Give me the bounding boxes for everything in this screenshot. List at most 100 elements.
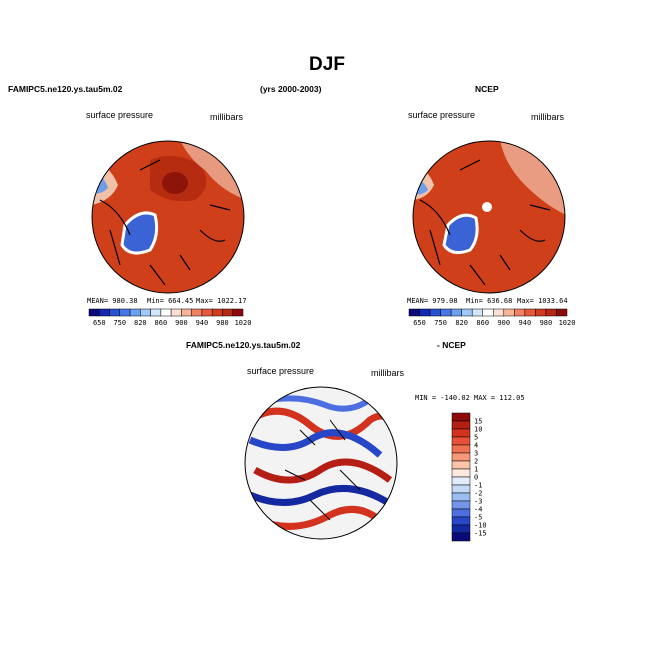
diff-colorbar-tick-label: -3 — [474, 498, 482, 506]
obs-pole-gap — [482, 202, 492, 212]
model-units-label: millibars — [210, 112, 244, 122]
obs-coastlines — [419, 159, 551, 286]
diff-colorbar-swatch — [451, 468, 471, 478]
model-colorbar-swatch — [211, 308, 223, 317]
obs-colorbar-swatch — [482, 308, 494, 317]
model-colorbar-swatch — [99, 308, 110, 317]
obs-colorbar-swatch — [450, 308, 462, 317]
obs-colorbar-tick-label: 900 — [497, 319, 510, 327]
model-variable-label: surface pressure — [86, 110, 154, 120]
diff-red-band-2 — [253, 458, 393, 484]
obs-variable-label: surface pressure — [408, 110, 476, 120]
diff-colorbar-swatch — [451, 444, 471, 454]
obs-max-stat: Max= 1033.64 — [517, 297, 568, 305]
obs-colorbar-swatch — [419, 308, 431, 317]
model-colorbar-tick-label: 940 — [196, 319, 209, 327]
diff-colorbar-swatch — [451, 484, 471, 494]
obs-label: NCEP — [475, 84, 499, 94]
diff-colorbar-tick-label: 10 — [474, 426, 482, 434]
model-colorbar-tick-label: 860 — [155, 319, 168, 327]
model-colorbar-swatch — [201, 308, 213, 317]
diff-colorbar-tick-label: -5 — [474, 514, 482, 522]
obs-map — [412, 140, 566, 294]
model-colorbar-swatch — [160, 308, 172, 317]
model-colorbar-swatch — [181, 308, 192, 317]
obs-colorbar-tick-label: 750 — [434, 319, 447, 327]
obs-colorbar-tick-label: 820 — [455, 319, 468, 327]
model-colorbar: 650 750 820 860 900 940 980 1020 — [88, 308, 252, 327]
obs-colorbar-swatch — [503, 308, 515, 317]
diff-colorbar-tick-label: -4 — [474, 506, 482, 514]
model-coastlines — [99, 159, 231, 286]
obs-greenland-edge — [442, 213, 479, 255]
obs-colorbar-swatch — [429, 308, 441, 317]
diff-red-band-3 — [256, 505, 388, 530]
obs-colorbar-swatch — [461, 308, 473, 317]
obs-colorbar-swatch — [524, 308, 536, 317]
obs-greenland-low — [444, 215, 478, 253]
diff-colorbar-swatch — [451, 460, 471, 470]
diff-colorbar-tick-label: 2 — [474, 458, 478, 466]
model-colorbar-swatch — [140, 308, 151, 317]
obs-colorbar-swatch — [535, 308, 547, 317]
model-min-stat: Min= 664.45 — [147, 297, 194, 305]
model-colorbar-tick-label: 820 — [134, 319, 147, 327]
diff-colorbar-tick-label: 3 — [474, 450, 478, 458]
diff-colorbar-tick-label: -1 — [474, 482, 482, 490]
model-colorbar-swatch — [150, 308, 162, 317]
model-colorbar-swatch — [129, 308, 141, 317]
model-colorbar-tick-label: 900 — [175, 319, 188, 327]
diff-title-right: - NCEP — [437, 340, 466, 350]
model-map — [91, 140, 245, 294]
model-polar-low — [162, 172, 188, 194]
model-colorbar-swatch — [191, 308, 203, 317]
diff-colorbar-tick-label: 5 — [474, 434, 478, 442]
diff-variable-label: surface pressure — [247, 366, 315, 376]
diff-colorbar-tick-label: 1 — [474, 466, 478, 474]
diff-colorbar-swatch — [451, 524, 471, 534]
model-max-stat: Max= 1022.17 — [196, 297, 247, 305]
diff-colorbar-swatch — [451, 500, 471, 510]
diff-colorbar-tick-label: 4 — [474, 442, 478, 450]
model-case-label: FAMIPC5.ne120.ys.tau5m.02 — [8, 84, 123, 94]
diff-colorbar-swatch — [451, 516, 471, 526]
diff-units-label: millibars — [371, 368, 405, 378]
diff-colorbar-tick-label: -10 — [474, 522, 487, 530]
obs-colorbar-tick-label: 650 — [413, 319, 426, 327]
diff-colorbar-swatch — [451, 476, 471, 486]
obs-colorbar-tick-label: 980 — [540, 319, 553, 327]
diff-colorbar-swatch — [451, 452, 471, 462]
obs-colorbar-swatch — [545, 308, 557, 317]
diff-blue-band-2 — [248, 484, 394, 508]
diff-colorbar-tick-label: 0 — [474, 474, 478, 482]
diff-stats: MIN = -140.02 MAX = 112.05 — [415, 394, 525, 402]
diff-colorbar-swatch — [451, 436, 471, 446]
obs-mean-stat: MEAN= 979.08 — [407, 297, 458, 305]
model-colorbar-swatch — [232, 308, 244, 317]
obs-colorbar-swatch — [408, 308, 420, 317]
model-colorbar-tick-label: 650 — [93, 319, 106, 327]
model-colorbar-swatch — [222, 308, 233, 317]
obs-colorbar-swatch — [556, 308, 568, 317]
obs-colorbar-swatch — [471, 308, 483, 317]
diff-blue-band-3 — [269, 395, 374, 412]
model-greenland-low — [122, 212, 157, 254]
diff-coastlines — [284, 419, 361, 521]
model-colorbar-tick-label: 1020 — [235, 319, 252, 327]
diff-map — [244, 386, 398, 540]
model-colorbar-tick-label: 750 — [113, 319, 126, 327]
model-siberia-high — [180, 141, 244, 200]
diff-colorbar-tick-label: 15 — [474, 418, 482, 426]
model-greenland-edge — [120, 211, 159, 255]
model-colorbar-tick-label: 980 — [216, 319, 229, 327]
obs-colorbar-swatch — [440, 308, 452, 317]
diff-colorbar-swatch — [451, 508, 471, 518]
obs-units-label: millibars — [531, 112, 565, 122]
diff-colorbar-swatch — [451, 532, 471, 542]
years-label: (yrs 2000-2003) — [260, 84, 322, 94]
figure-title: DJF — [309, 54, 345, 75]
obs-colorbar-swatch — [514, 308, 526, 317]
diff-colorbar-swatch — [451, 492, 471, 502]
